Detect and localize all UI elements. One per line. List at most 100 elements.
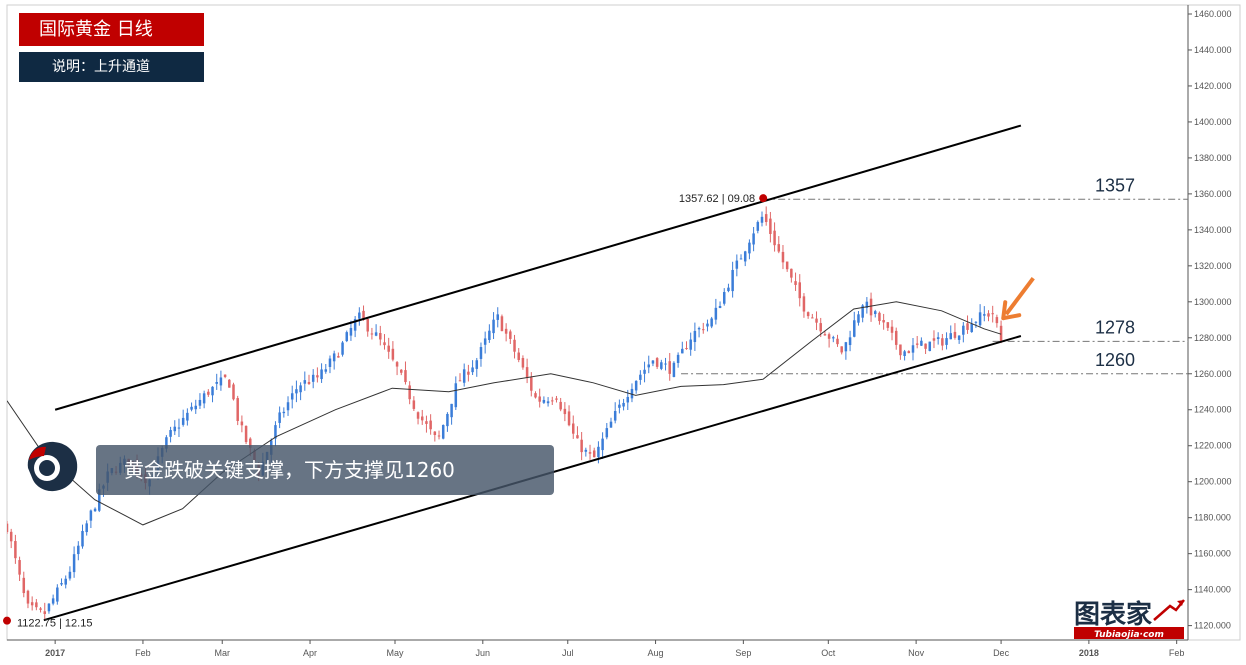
candle-body — [534, 393, 537, 398]
candle-body — [274, 425, 277, 439]
candle-body — [735, 260, 739, 269]
candle-body — [169, 430, 172, 437]
y-tick-label: 1160.000 — [1194, 549, 1231, 559]
candle-body — [928, 341, 932, 351]
candle-body — [903, 351, 906, 356]
ma-line — [7, 301, 1002, 526]
candle-body — [538, 396, 541, 402]
mascot-logo-icon — [27, 441, 78, 492]
candle-body — [68, 571, 72, 579]
candle-body — [173, 426, 177, 432]
candle-body — [500, 316, 504, 332]
candle-body — [802, 296, 806, 312]
y-tick-label: 1260.000 — [1194, 369, 1232, 379]
candle-body — [219, 377, 223, 386]
candle-body — [408, 385, 411, 400]
x-tick-label: Oct — [821, 648, 836, 658]
candle-body — [936, 337, 940, 340]
candle-body — [370, 333, 374, 335]
candle-body — [853, 320, 856, 337]
candle-body — [815, 318, 818, 323]
candle-body — [886, 322, 890, 328]
y-tick-label: 1120.000 — [1194, 621, 1231, 631]
candle-body — [798, 282, 801, 299]
candle-body — [374, 332, 378, 336]
candle-body — [177, 427, 181, 429]
price-marker-label: 1122.75 | 12.15 — [17, 618, 92, 630]
candle-body — [941, 338, 944, 346]
candle-body — [576, 435, 579, 439]
candle-body — [483, 338, 487, 345]
candle-body — [278, 412, 281, 423]
candle-body — [945, 338, 948, 345]
y-tick-label: 1380.000 — [1194, 153, 1232, 163]
candle-body — [324, 369, 328, 372]
arrow-head-icon — [1001, 300, 1022, 321]
candle-body — [383, 342, 386, 346]
candle-body — [567, 411, 571, 426]
candle-body — [660, 362, 663, 369]
candle-body — [685, 348, 688, 350]
candle-body — [416, 412, 420, 419]
candle-body — [404, 370, 407, 383]
candle-body — [337, 356, 340, 358]
y-tick-label: 1140.000 — [1194, 585, 1231, 595]
candle-body — [882, 320, 885, 323]
candle-body — [391, 348, 395, 360]
candle-body — [639, 374, 642, 380]
candle-body — [479, 347, 483, 359]
candle-body — [697, 328, 701, 330]
candle-body — [26, 590, 30, 604]
candle-body — [634, 380, 638, 391]
candle-body — [471, 367, 474, 373]
candle-body — [89, 510, 93, 521]
channel-upper-line — [54, 124, 1022, 411]
candle-body — [790, 268, 793, 278]
candle-body — [630, 388, 634, 399]
candle-body — [806, 312, 810, 317]
candle-body — [571, 423, 575, 434]
y-tick-label: 1200.000 — [1194, 477, 1232, 487]
candle-body — [249, 438, 252, 448]
candle-body — [462, 369, 466, 383]
candle-body — [215, 381, 218, 384]
candle-body — [584, 449, 588, 452]
candle-body — [819, 323, 822, 332]
candle-body — [64, 578, 67, 585]
x-tick-label: May — [386, 648, 404, 658]
candle-body — [14, 541, 17, 559]
candle-body — [580, 439, 583, 453]
candle-body — [555, 398, 558, 400]
candle-body — [93, 508, 97, 512]
candle-body — [223, 374, 227, 377]
candle-body — [693, 330, 697, 343]
candle-body — [30, 602, 34, 606]
candle-body — [311, 374, 315, 382]
candle-body — [517, 352, 520, 360]
candle-body — [957, 335, 961, 340]
candle-body — [781, 251, 785, 263]
candle-body — [953, 331, 957, 338]
candle-body — [290, 393, 294, 400]
candle-body — [454, 383, 458, 408]
candle-body — [978, 312, 982, 326]
candle-body — [865, 301, 869, 308]
candle-body — [316, 375, 319, 378]
candle-body — [739, 258, 743, 260]
candle-body — [72, 554, 76, 573]
price-marker-label: 1357.62 | 09.08 — [679, 193, 755, 205]
candle-body — [777, 244, 781, 252]
candle-body — [907, 351, 911, 354]
candle-body — [844, 342, 848, 352]
plot-border — [6, 4, 1241, 641]
brand-logo: 图表家 Tubiaojia·com — [1072, 596, 1188, 642]
x-tick-label: Aug — [648, 648, 664, 658]
arrow-icon — [1004, 276, 1035, 316]
candle-body — [328, 358, 332, 367]
y-tick-label: 1300.000 — [1194, 297, 1232, 307]
candle-body — [433, 431, 437, 436]
candle-body — [7, 523, 9, 533]
candle-body — [353, 319, 357, 331]
plot-area — [7, 124, 1188, 622]
